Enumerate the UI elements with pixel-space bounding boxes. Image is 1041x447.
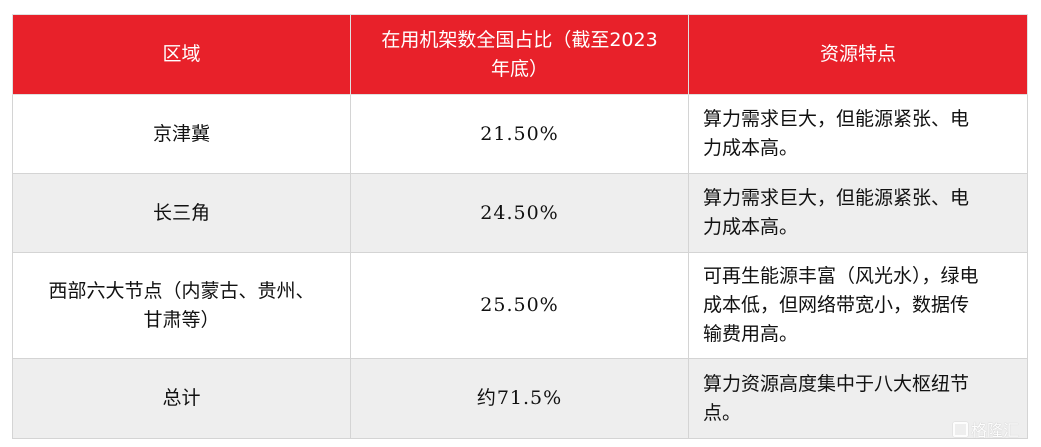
- watermark-text: 格隆汇: [970, 421, 1019, 440]
- features-cell: 算力需求巨大，但能源紧张、电 力成本高。: [688, 94, 1028, 174]
- share-cell: 24.50%: [350, 173, 689, 253]
- share-cell: 约71.5%: [350, 358, 689, 439]
- data-centers-table: 区域 在用机架数全国占比（截至2023 年底） 资源特点 京津冀 21.50% 算…: [12, 14, 1028, 439]
- header-share: 在用机架数全国占比（截至2023 年底）: [350, 14, 689, 95]
- features-line: 算力资源高度集中于八大枢纽节: [703, 372, 970, 395]
- region-cell: 西部六大节点（内蒙古、贵州、 甘肃等）: [12, 252, 351, 359]
- share-cell: 25.50%: [350, 252, 689, 359]
- header-row: 区域 在用机架数全国占比（截至2023 年底） 资源特点: [12, 14, 1028, 95]
- region-line: 西部六大节点（内蒙古、贵州、: [48, 279, 315, 302]
- features-cell: 算力需求巨大，但能源紧张、电 力成本高。: [688, 173, 1028, 253]
- features-line: 算力需求巨大，但能源紧张、电: [703, 187, 970, 209]
- region-cell: 总计: [12, 358, 351, 439]
- features-line: 算力需求巨大，但能源紧张、电: [703, 108, 970, 130]
- region-cell: 长三角: [12, 173, 351, 253]
- header-share-line: 年底）: [490, 57, 548, 80]
- features-line: 输费用高。: [703, 323, 799, 345]
- features-line: 点。: [703, 401, 742, 424]
- header-features: 资源特点: [688, 14, 1028, 95]
- features-line: 力成本高。: [703, 137, 799, 159]
- features-line: 成本低，但网络带宽小，数据传: [703, 294, 970, 316]
- header-region: 区域: [12, 14, 351, 95]
- share-cell: 21.50%: [350, 94, 689, 174]
- gelonghui-logo-icon: [952, 421, 968, 437]
- table-row-total: 总计 约71.5% 算力资源高度集中于八大枢纽节 点。: [12, 358, 1028, 439]
- features-cell: 算力资源高度集中于八大枢纽节 点。: [688, 358, 1028, 439]
- features-cell: 可再生能源丰富（风光水），绿电 成本低，但网络带宽小，数据传 输费用高。: [688, 252, 1028, 359]
- features-line: 可再生能源丰富（风光水），绿电: [703, 265, 979, 287]
- table-row: 京津冀 21.50% 算力需求巨大，但能源紧张、电 力成本高。: [12, 94, 1028, 174]
- table-row: 西部六大节点（内蒙古、贵州、 甘肃等） 25.50% 可再生能源丰富（风光水），绿…: [12, 252, 1028, 359]
- header-share-line: 在用机架数全国占比（截至2023: [381, 28, 658, 51]
- region-cell: 京津冀: [12, 94, 351, 174]
- watermark: 格隆汇: [952, 417, 1019, 441]
- features-line: 力成本高。: [703, 216, 799, 238]
- table-row: 长三角 24.50% 算力需求巨大，但能源紧张、电 力成本高。: [12, 173, 1028, 253]
- region-line: 甘肃等）: [143, 308, 220, 331]
